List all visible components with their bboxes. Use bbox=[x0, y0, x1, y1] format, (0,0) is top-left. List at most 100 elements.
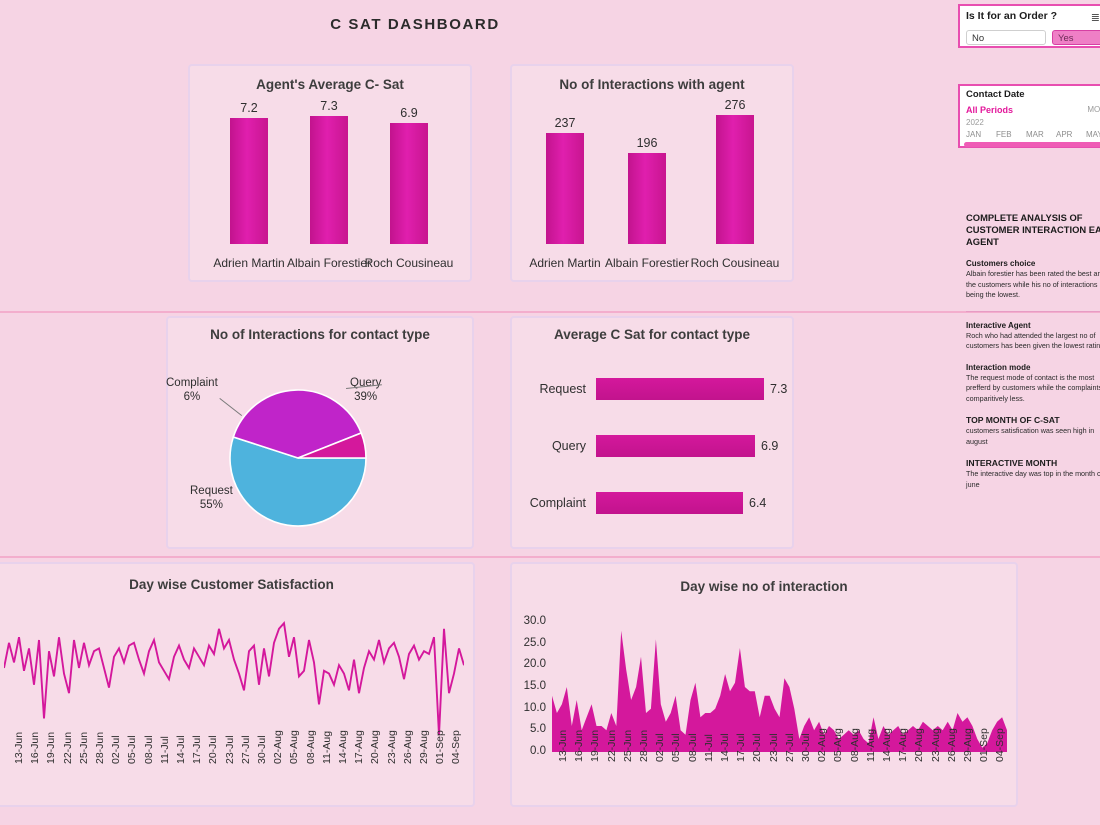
hbar-category-label: Query bbox=[551, 439, 586, 453]
analysis-section-body: Roch who had attended the largest no of … bbox=[966, 330, 1100, 351]
x-axis-tick: 23-Aug bbox=[385, 730, 398, 764]
x-axis-tick: 28-Jun bbox=[638, 729, 650, 762]
analysis-section-body: The request mode of contact is the most … bbox=[966, 372, 1100, 403]
x-axis-tick: 11-Aug bbox=[320, 730, 333, 764]
month-tick[interactable]: JAN bbox=[966, 130, 982, 139]
x-axis-tick: 17-Jul bbox=[191, 735, 204, 764]
x-axis-tick: 29-Aug bbox=[418, 730, 430, 764]
analysis-panel: COMPLETE ANALYSIS OF CUSTOMER INTERACTIO… bbox=[966, 212, 1100, 500]
area-series bbox=[552, 630, 1007, 752]
x-axis-tick: 14-Jul bbox=[175, 735, 187, 764]
bar-category-label: Roch Cousineau bbox=[690, 256, 780, 270]
analysis-section: INTERACTIVE MONTH The interactive day was… bbox=[966, 457, 1100, 490]
bar-category-label: Roch Cousineau bbox=[364, 256, 454, 270]
hbar[interactable] bbox=[596, 378, 764, 400]
y-axis-tick: 15.0 bbox=[523, 680, 546, 692]
analysis-section-body: The interactive day was top in the month… bbox=[966, 469, 1100, 489]
hbar-row[interactable]: Complaint 6.4 bbox=[514, 492, 766, 514]
bar-category-label: Adrien Martin bbox=[529, 256, 601, 270]
list-icon[interactable]: ≣ bbox=[1090, 12, 1100, 24]
x-axis-tick: 17-Aug bbox=[897, 728, 910, 762]
analysis-section-heading: Customers choice bbox=[966, 259, 1036, 268]
hbar-value-label: 6.9 bbox=[761, 439, 779, 453]
x-axis-tick: 13-Jun bbox=[13, 731, 25, 764]
date-slicer-period-right: MON bbox=[1087, 105, 1100, 114]
x-axis-tick: 30-Jul bbox=[800, 733, 812, 762]
x-axis-tick: 25-Jun bbox=[77, 731, 90, 764]
month-tick[interactable]: FEB bbox=[996, 130, 1012, 139]
bar[interactable] bbox=[310, 116, 348, 244]
contact-date-slicer[interactable]: Contact Date All Periods MON 2022 JAN FEB… bbox=[958, 84, 1100, 148]
bar-value-label: 7.2 bbox=[240, 101, 258, 115]
line-chart-svg bbox=[4, 621, 464, 736]
x-axis-tick: 01-Sep bbox=[434, 730, 447, 764]
x-axis-tick: 05-Aug bbox=[832, 728, 845, 762]
analysis-sections: Customers choice Albain forestier has bee… bbox=[966, 258, 1100, 490]
x-axis-tick: 13-Jun bbox=[557, 729, 569, 762]
pie-svg bbox=[229, 389, 367, 527]
bar[interactable] bbox=[628, 153, 666, 244]
bar[interactable] bbox=[230, 118, 268, 244]
order-option-yes[interactable]: Yes bbox=[1052, 30, 1100, 45]
x-axis-tick: 23-Jul bbox=[767, 733, 780, 762]
card-agent-interactions[interactable]: No of Interactions with agent 237 196 276 … bbox=[510, 64, 794, 282]
date-slicer-period[interactable]: All Periods bbox=[966, 105, 1014, 115]
x-axis-tick: 30-Jul bbox=[256, 735, 268, 764]
bar-value-label: 7.3 bbox=[320, 99, 338, 113]
x-axis-tick: 23-Jul bbox=[223, 735, 236, 764]
analysis-section-heading: Interactive Agent bbox=[966, 320, 1031, 330]
line-series bbox=[4, 621, 464, 736]
hbar-category-label: Request bbox=[539, 382, 586, 396]
hbar-row[interactable]: Request 7.3 bbox=[514, 378, 787, 400]
bar[interactable] bbox=[716, 115, 754, 244]
date-slicer-track[interactable] bbox=[964, 142, 1100, 147]
x-axis-tick: 26-Aug bbox=[401, 730, 414, 764]
x-axis-tick: 16-Jun bbox=[29, 731, 42, 764]
card-daywise-interactions[interactable]: Day wise no of interaction 0.0 5.0 10.0 15.… bbox=[510, 562, 1018, 807]
page-title: C SAT DASHBOARD bbox=[330, 16, 500, 33]
analysis-section-heading: INTERACTIVE MONTH bbox=[966, 458, 1058, 468]
hbar[interactable] bbox=[596, 492, 743, 514]
bar-column[interactable]: 237 bbox=[546, 116, 584, 244]
chart-title: Average C Sat for contact type bbox=[553, 327, 751, 342]
bar[interactable] bbox=[546, 133, 584, 244]
chart-title: Day wise Customer Satisfaction bbox=[129, 577, 334, 592]
bar-column[interactable]: 7.2 bbox=[230, 101, 268, 244]
x-axis-tick: 14-Aug bbox=[881, 728, 893, 762]
bar-value-label: 276 bbox=[724, 98, 746, 112]
card-contact-type-csat[interactable]: Average C Sat for contact type Request 7.… bbox=[510, 316, 794, 549]
date-slicer-year: 2022 bbox=[966, 118, 984, 127]
hbar-row[interactable]: Query 6.9 bbox=[514, 435, 778, 457]
hbar[interactable] bbox=[596, 435, 755, 457]
analysis-section-body: Albain forestier has been rated the best… bbox=[966, 269, 1100, 299]
x-axis-tick: 14-Aug bbox=[337, 730, 349, 764]
x-axis-tick: 17-Aug bbox=[353, 730, 366, 764]
x-axis-tick: 25-Jun bbox=[621, 729, 634, 762]
pie-slice[interactable] bbox=[297, 431, 367, 459]
bar-column[interactable]: 276 bbox=[716, 98, 754, 244]
order-option-no[interactable]: No bbox=[966, 30, 1046, 45]
pie-slice[interactable] bbox=[232, 389, 363, 459]
x-axis-tick: 27-Jul bbox=[783, 733, 796, 762]
analysis-section-body: customers satisfication was seen high in… bbox=[966, 426, 1095, 446]
order-slicer[interactable]: Is It for an Order ? ≣ No Yes bbox=[958, 4, 1100, 48]
bar[interactable] bbox=[390, 123, 428, 244]
bar-column[interactable]: 196 bbox=[628, 136, 666, 244]
x-axis-tick: 11-Jul bbox=[702, 734, 715, 762]
analysis-divider bbox=[966, 310, 1100, 312]
month-tick[interactable]: APR bbox=[1056, 130, 1073, 139]
month-tick[interactable]: MAY bbox=[1086, 130, 1100, 139]
y-axis-tick: 20.0 bbox=[523, 658, 546, 671]
card-daywise-csat[interactable]: Day wise Customer Satisfaction 13-Jun 16-… bbox=[0, 562, 475, 807]
bar-category-label: Adrien Martin bbox=[213, 256, 285, 270]
bar-column[interactable]: 6.9 bbox=[390, 106, 428, 244]
section-divider-bottom bbox=[0, 556, 1100, 558]
bar-column[interactable]: 7.3 bbox=[310, 99, 348, 244]
pie-label-complaint: Complaint 6% bbox=[166, 377, 218, 403]
card-contact-type-pie[interactable]: No of Interactions for contact type Requ… bbox=[166, 316, 474, 549]
section-divider-top bbox=[0, 311, 1100, 313]
month-tick[interactable]: MAR bbox=[1026, 130, 1044, 139]
card-agent-average-csat[interactable]: Agent's Average C- Sat 7.2 7.3 6.9 Adrien … bbox=[188, 64, 472, 282]
area-chart-svg bbox=[552, 630, 1007, 752]
pie-slice[interactable] bbox=[229, 435, 367, 527]
